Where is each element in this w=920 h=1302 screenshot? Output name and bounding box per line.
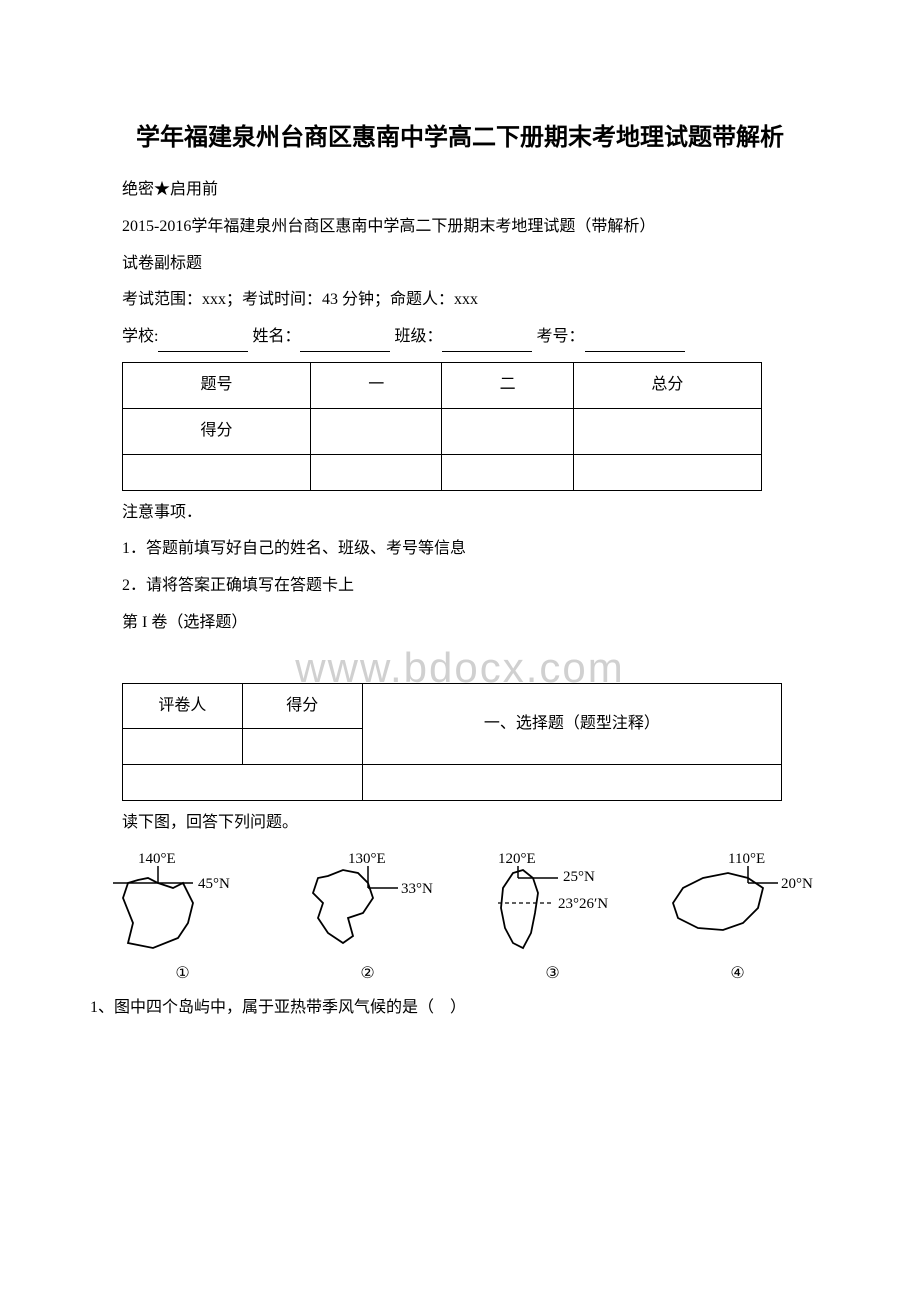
table-row: 得分 (123, 408, 762, 454)
island-2-num: ② (275, 960, 460, 989)
grader-cell[interactable] (123, 729, 243, 765)
lat1-label: 25°N (563, 869, 595, 885)
island-2-svg: 130°E 33°N (288, 848, 448, 958)
island-3: 120°E 25°N 23°26′N ③ (460, 848, 645, 989)
empty-cell (442, 454, 573, 490)
island-4: 110°E 20°N ④ (645, 848, 830, 989)
lon-label: 110°E (728, 851, 765, 867)
table-row (123, 765, 782, 801)
notice-title: 注意事项． (90, 499, 830, 528)
table-row (123, 454, 762, 490)
lat-label: 33°N (401, 881, 433, 897)
island-1: 140°E 45°N ① (90, 848, 275, 989)
lat2-label: 23°26′N (558, 896, 608, 912)
notice-item-2: 2．请将答案正确填写在答题卡上 (122, 572, 830, 601)
island-1-num: ① (90, 960, 275, 989)
name-label: 姓名： (252, 328, 300, 345)
class-blank[interactable] (442, 333, 532, 352)
exam-info: 考试范围：xxx；考试时间：43 分钟；命题人：xxx (90, 286, 830, 315)
empty-cell (573, 454, 761, 490)
score-table: 题号 一 二 总分 得分 (122, 362, 762, 491)
section-1-label: 第 I 卷（选择题） (90, 609, 830, 638)
header-cell: 总分 (573, 362, 761, 408)
school-label: 学校: (122, 328, 158, 345)
school-blank[interactable] (158, 333, 248, 352)
question-1: 1、图中四个岛屿中，属于亚热带季风气候的是（ ） (90, 994, 830, 1023)
header-cell: 二 (442, 362, 573, 408)
name-blank[interactable] (300, 333, 390, 352)
full-title: 2015-2016学年福建泉州台商区惠南中学高二下册期末考地理试题（带解析） (90, 213, 830, 242)
notice-item-1: 1．答题前填写好自己的姓名、班级、考号等信息 (122, 535, 830, 564)
island-4-svg: 110°E 20°N (653, 848, 823, 958)
lon-label: 120°E (498, 851, 536, 867)
grader-header: 评卷人 (123, 683, 243, 729)
lat-label: 45°N (198, 876, 230, 892)
island-3-svg: 120°E 25°N 23°26′N (463, 848, 643, 958)
row-label-cell: 得分 (123, 408, 311, 454)
table-row: 评卷人 得分 一、选择题（题型注释） (123, 683, 782, 729)
score-cell[interactable] (573, 408, 761, 454)
score-cell[interactable] (442, 408, 573, 454)
subtitle: 试卷副标题 (90, 250, 830, 279)
lon-label: 140°E (138, 851, 176, 867)
exam-num-blank[interactable] (585, 333, 685, 352)
exam-num-label: 考号： (536, 328, 584, 345)
confidential-text: 绝密★启用前 (90, 176, 830, 205)
empty-cell (311, 454, 442, 490)
section-table: 评卷人 得分 一、选择题（题型注释） (122, 683, 782, 802)
page-title: 学年福建泉州台商区惠南中学高二下册期末考地理试题带解析 (90, 120, 830, 156)
class-label: 班级： (394, 328, 442, 345)
island-2: 130°E 33°N ② (275, 848, 460, 989)
document-content: 学年福建泉州台商区惠南中学高二下册期末考地理试题带解析 绝密★启用前 2015-… (90, 120, 830, 1023)
header-cell: 一 (311, 362, 442, 408)
score-cell[interactable] (242, 729, 362, 765)
lat-label: 20°N (781, 876, 813, 892)
student-info-line: 学校: 姓名： 班级： 考号： (90, 323, 830, 352)
score-cell[interactable] (311, 408, 442, 454)
empty-cell (123, 765, 363, 801)
header-cell: 题号 (123, 362, 311, 408)
lon-label: 130°E (348, 851, 386, 867)
island-1-svg: 140°E 45°N (103, 848, 263, 958)
island-3-num: ③ (460, 960, 645, 989)
islands-figure: 140°E 45°N ① 130°E 33°N ② 120°E (90, 848, 830, 989)
score-header: 得分 (242, 683, 362, 729)
table-row: 题号 一 二 总分 (123, 362, 762, 408)
empty-cell (362, 765, 781, 801)
section-type-cell: 一、选择题（题型注释） (362, 683, 781, 765)
empty-cell (123, 454, 311, 490)
figure-caption: 读下图，回答下列问题。 (90, 809, 830, 838)
island-4-num: ④ (645, 960, 830, 989)
